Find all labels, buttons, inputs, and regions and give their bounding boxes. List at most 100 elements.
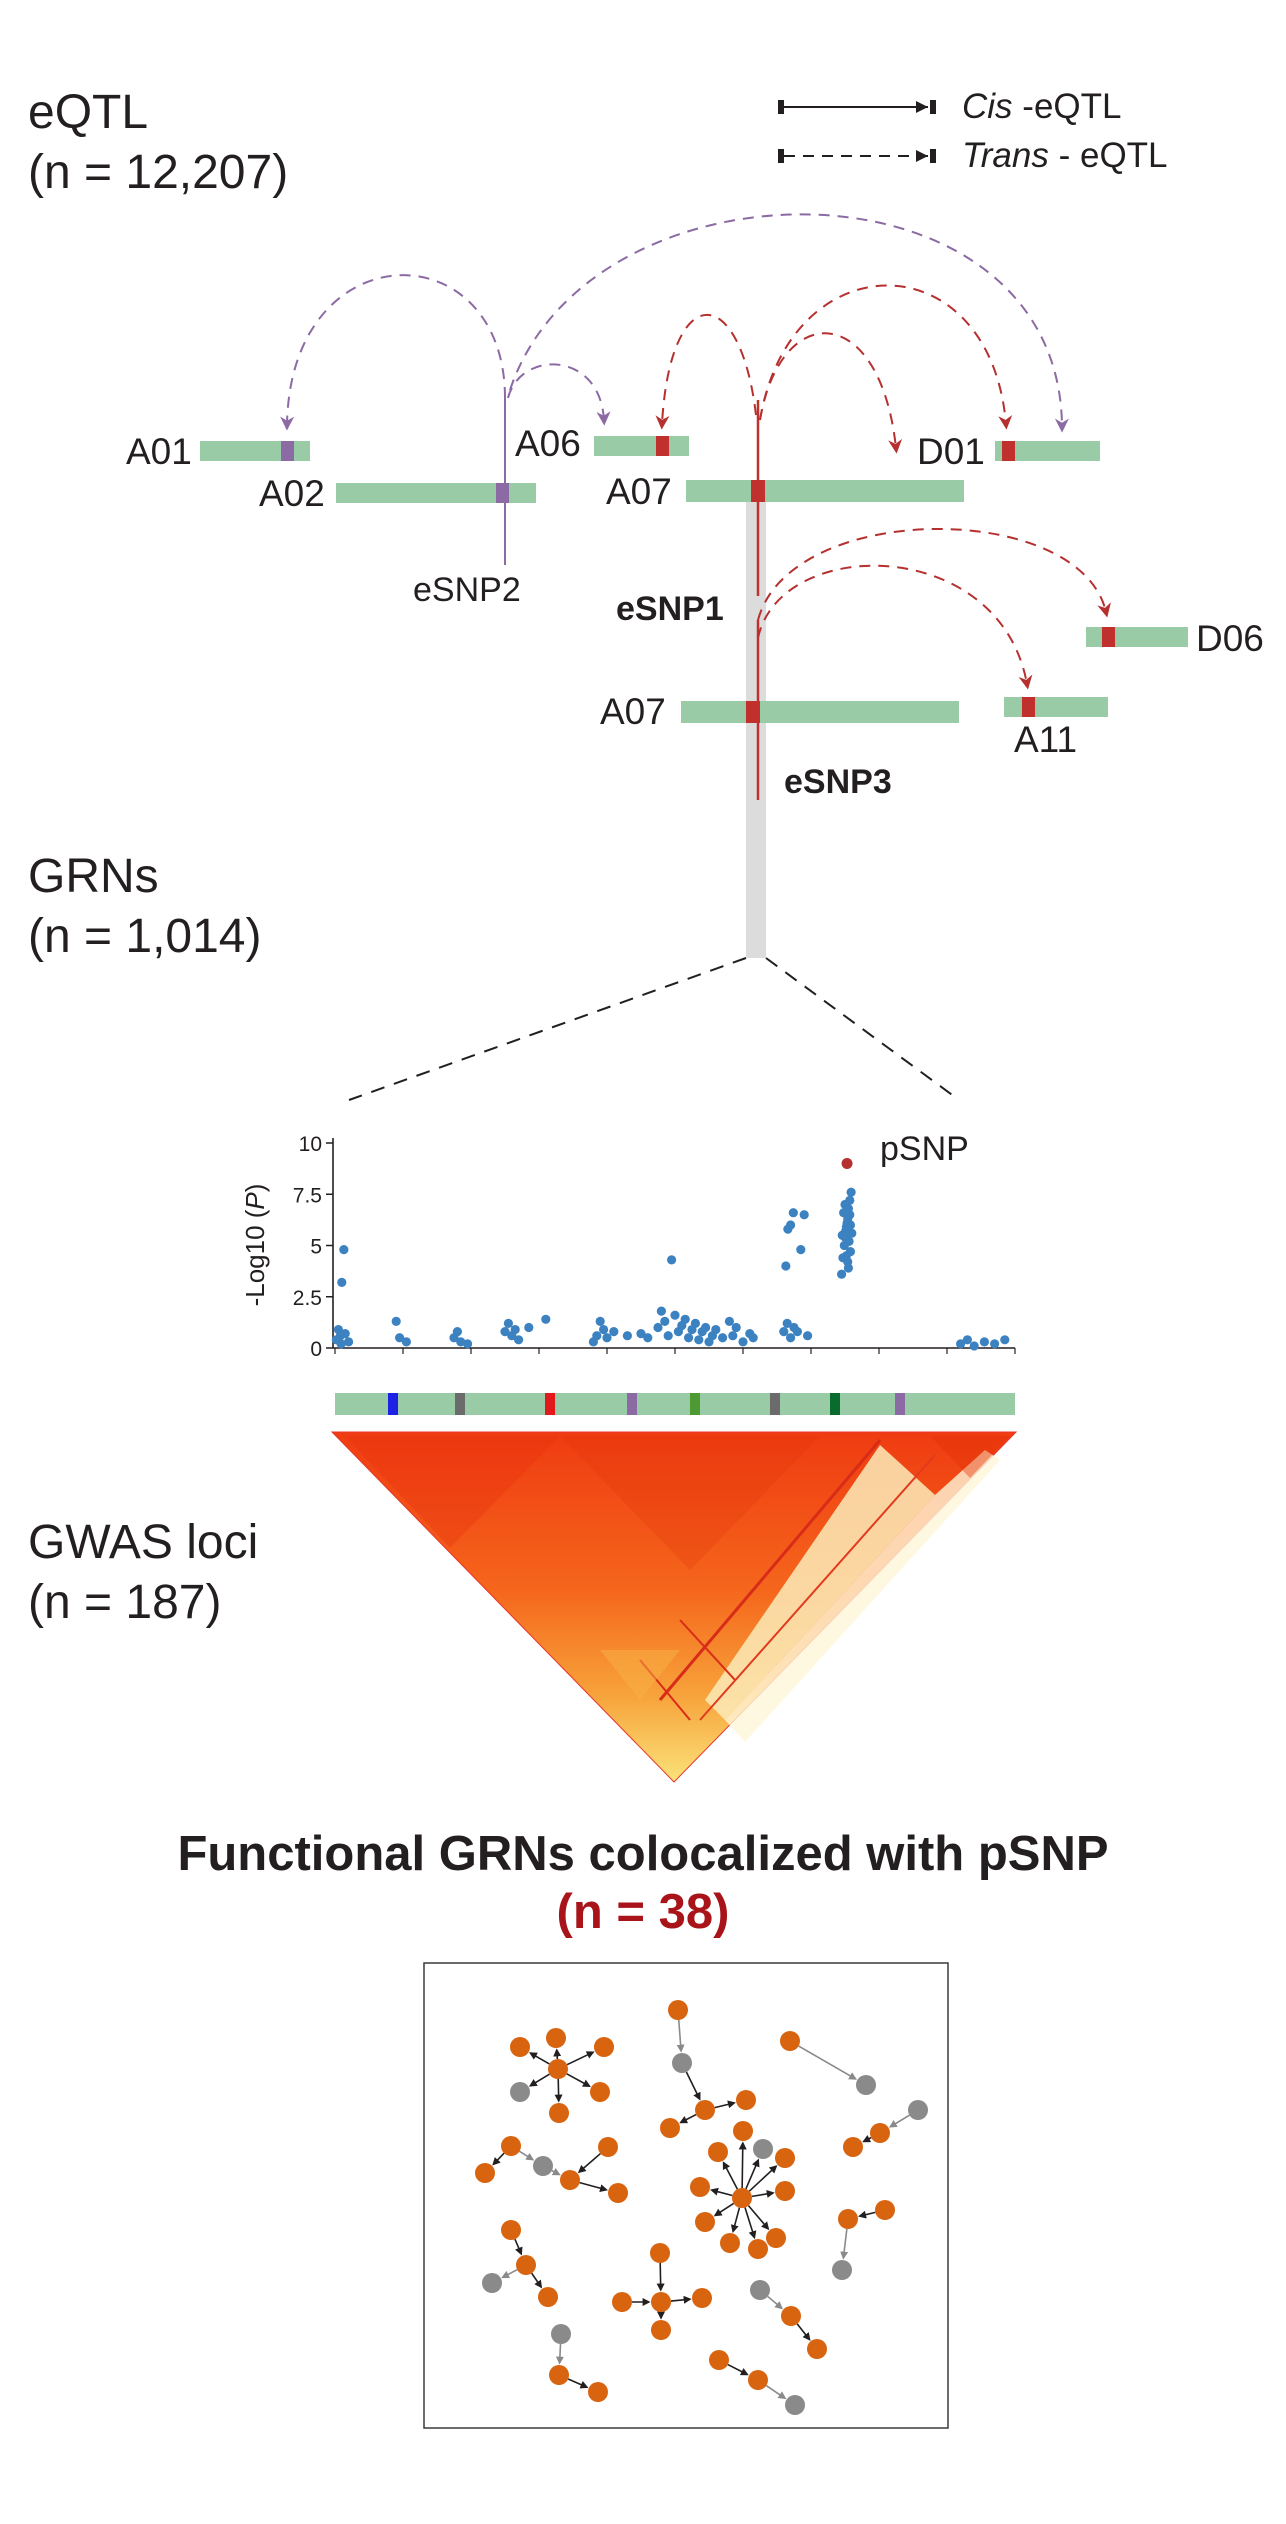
gwas-label: GWAS loci bbox=[28, 1516, 258, 1569]
network-edge bbox=[744, 2207, 757, 2240]
network-edge bbox=[501, 2268, 518, 2279]
network-node-orange bbox=[720, 2233, 740, 2253]
snp-point bbox=[1000, 1335, 1010, 1345]
network-edge bbox=[888, 2114, 910, 2128]
data-points bbox=[331, 1158, 1010, 1351]
network-node-orange bbox=[588, 2382, 608, 2402]
snp-point bbox=[595, 1316, 605, 1326]
network-nodes bbox=[475, 2000, 928, 2415]
network-node-orange bbox=[560, 2170, 580, 2190]
snp-point bbox=[663, 1331, 673, 1341]
zoom-column bbox=[746, 498, 766, 958]
y-tick-label: 5 bbox=[310, 1236, 322, 1259]
snp-point bbox=[636, 1329, 646, 1339]
chromosome-a07-top bbox=[686, 480, 964, 502]
network-node-gray bbox=[832, 2260, 852, 2280]
snp-point bbox=[339, 1245, 349, 1255]
network-node-orange bbox=[598, 2137, 618, 2157]
snp-point bbox=[694, 1335, 704, 1345]
network-edge bbox=[679, 2113, 697, 2124]
chrom-label-a06: A06 bbox=[515, 423, 581, 464]
y-tick-label: 2.5 bbox=[293, 1287, 322, 1310]
legend-trans-italic: Trans bbox=[962, 136, 1049, 175]
network-edge bbox=[676, 2019, 685, 2053]
snp-point bbox=[779, 1327, 789, 1337]
network-node-orange bbox=[748, 2370, 768, 2390]
network-edge bbox=[519, 2150, 535, 2161]
y-ticks: 0 2.5 5 7.5 10 bbox=[293, 1133, 333, 1361]
network-edge bbox=[555, 2343, 564, 2365]
snp-point bbox=[643, 1333, 653, 1343]
snp-point bbox=[724, 1316, 735, 1326]
legend-trans: Trans - eQTL bbox=[778, 136, 1168, 175]
network-node-gray bbox=[482, 2273, 502, 2293]
chrom-label-d01: D01 bbox=[917, 431, 985, 472]
network-edge bbox=[840, 2228, 849, 2260]
network-edge bbox=[553, 2048, 562, 2060]
legend: Cis -eQTL Trans - eQTL bbox=[778, 87, 1168, 175]
network-node-orange bbox=[775, 2148, 795, 2168]
snp-point bbox=[844, 1236, 854, 1246]
network-edge bbox=[796, 2323, 811, 2341]
snp-point bbox=[748, 1333, 758, 1343]
snp-point bbox=[731, 1322, 741, 1333]
y-axis-label-italic: P bbox=[240, 1192, 270, 1210]
network-node-orange bbox=[660, 2118, 680, 2138]
network-node-orange bbox=[546, 2028, 566, 2048]
snp-point bbox=[660, 1316, 670, 1326]
network-edge bbox=[670, 2295, 692, 2304]
zoom-guides bbox=[348, 957, 956, 1101]
snp-point bbox=[452, 1327, 462, 1337]
network-edge bbox=[738, 2141, 747, 2189]
manhattan-plot: 0 2.5 5 7.5 10 -Log10 (P) pSNP bbox=[240, 1130, 1016, 1361]
network-node-orange bbox=[780, 2031, 800, 2051]
legend-cis: Cis -eQTL bbox=[778, 87, 1121, 126]
legend-trans-rest: - eQTL bbox=[1049, 136, 1168, 175]
chrom-label-a02: A02 bbox=[259, 473, 325, 514]
conclusion-title: Functional GRNs colocalized with pSNP bbox=[177, 1827, 1108, 1881]
snp-point bbox=[990, 1339, 1000, 1349]
network-edge bbox=[528, 2073, 550, 2087]
network-node-orange bbox=[668, 2000, 688, 2020]
snp-point bbox=[670, 1310, 680, 1320]
snp-point bbox=[500, 1327, 510, 1337]
section-labels: eQTL (n = 12,207) GRNs (n = 1,014) GWAS … bbox=[28, 86, 288, 1629]
network-node-orange bbox=[807, 2339, 827, 2359]
chrom-label-a07-top: A07 bbox=[606, 471, 672, 512]
chromosome-a06 bbox=[594, 436, 689, 456]
snp-point bbox=[786, 1333, 796, 1343]
network-node-orange bbox=[612, 2292, 632, 2312]
network-edge bbox=[579, 2181, 608, 2193]
esnp3-label: eSNP3 bbox=[784, 763, 892, 801]
snp-point bbox=[962, 1335, 973, 1345]
network-node-orange bbox=[651, 2292, 671, 2312]
snp-point bbox=[653, 1322, 663, 1333]
network-node-gray bbox=[551, 2324, 571, 2344]
gene-track bbox=[335, 1393, 1015, 1415]
network-edges bbox=[492, 2019, 910, 2400]
network-node-orange bbox=[651, 2320, 671, 2340]
snp-point bbox=[401, 1337, 411, 1347]
snp-point bbox=[337, 1277, 347, 1287]
network-node-gray bbox=[856, 2075, 876, 2095]
network-node-orange bbox=[838, 2209, 858, 2229]
snp-point bbox=[799, 1210, 809, 1220]
snp-point bbox=[463, 1339, 473, 1349]
network-node-orange bbox=[692, 2288, 712, 2308]
snp-point bbox=[344, 1337, 354, 1347]
snp-point bbox=[803, 1331, 813, 1341]
y-tick-label: 0 bbox=[310, 1338, 322, 1361]
network-edge bbox=[566, 2051, 595, 2066]
gwas-count: (n = 187) bbox=[28, 1576, 221, 1629]
snp-point bbox=[796, 1245, 806, 1255]
network-node-orange bbox=[875, 2200, 895, 2220]
snp-point bbox=[837, 1230, 847, 1240]
network-edge bbox=[567, 2378, 589, 2389]
network-edge bbox=[685, 2071, 701, 2101]
network-edge bbox=[492, 2152, 505, 2166]
snp-point bbox=[656, 1306, 667, 1316]
network-edge bbox=[862, 2134, 872, 2143]
snp-point bbox=[728, 1331, 738, 1341]
network-node-orange bbox=[501, 2220, 521, 2240]
snp-point bbox=[845, 1220, 856, 1230]
